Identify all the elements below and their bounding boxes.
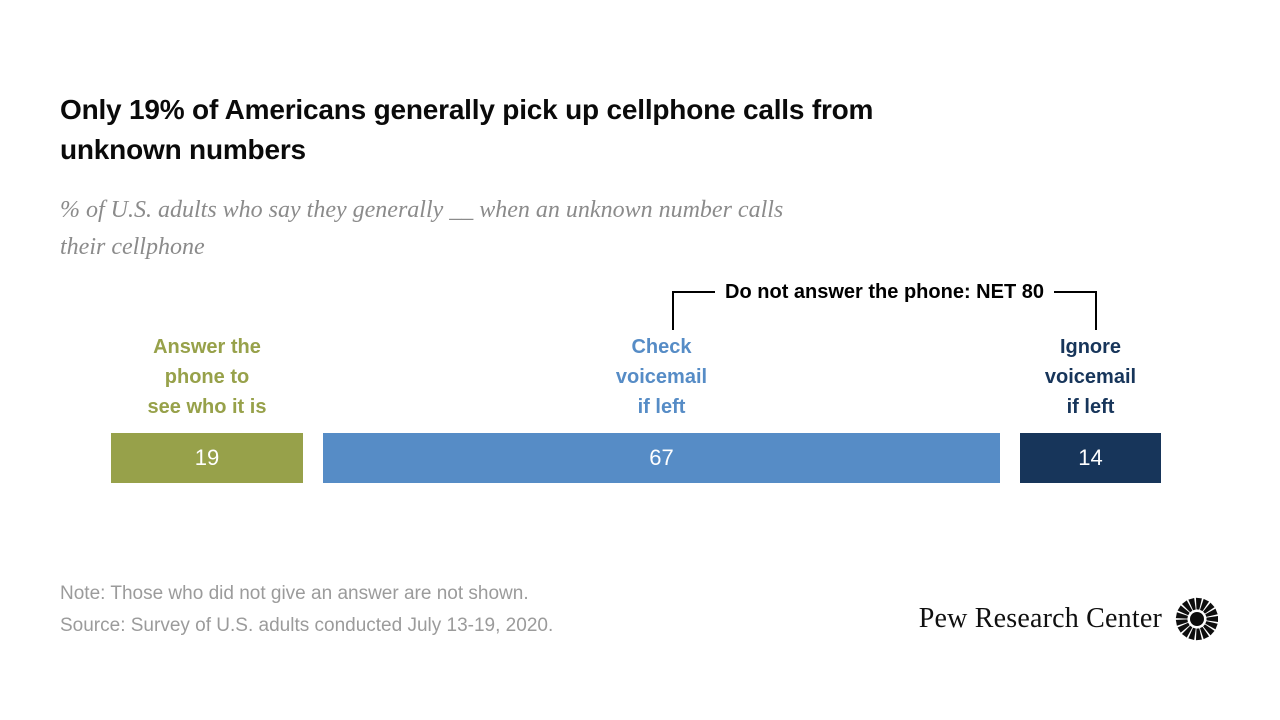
label-line: voicemail	[1044, 366, 1137, 388]
label-line: Check	[631, 336, 692, 358]
chart-subtitle: % of U.S. adults who say they generally …	[60, 192, 783, 266]
brand-wordmark: Pew Research Center	[918, 603, 1162, 634]
note-text: Note: Those who did not give an answer a…	[60, 583, 529, 604]
bar-ignore-voicemail: 14	[1020, 433, 1161, 483]
bar-value: 67	[649, 445, 674, 470]
bracket-right-arm	[1053, 291, 1098, 330]
bracket-left-arm	[672, 291, 716, 330]
page-title: Only 19% of Americans generally pick up …	[60, 90, 873, 170]
label-line: Answer the	[153, 336, 261, 358]
net-annotation-bracket: Do not answer the phone: NET 80	[672, 279, 1098, 330]
label-line: see who it is	[147, 396, 267, 418]
brand-lockup: Pew Research Center	[919, 596, 1220, 642]
net-annotation-label: Do not answer the phone: NET 80	[725, 281, 1044, 303]
pew-sunburst-icon	[1175, 597, 1218, 641]
chart-footnotes: Note: Those who did not give an answer a…	[60, 578, 553, 642]
label-line: Ignore	[1059, 336, 1122, 358]
label-line: phone to	[164, 366, 250, 388]
page-title-line-2: unknown numbers	[60, 134, 306, 165]
category-label-check-voicemail: Check voicemail if left	[522, 332, 802, 422]
bar-check-voicemail: 67	[323, 433, 1000, 483]
label-line: if left	[1066, 396, 1115, 418]
bar-value: 14	[1078, 445, 1103, 470]
chart-subtitle-line-2: their cellphone	[60, 234, 205, 260]
bar-answer-phone: 19	[111, 433, 303, 483]
label-line: if left	[637, 396, 686, 418]
label-line: voicemail	[615, 366, 708, 388]
bar-value: 19	[194, 445, 220, 470]
category-label-ignore-voicemail: Ignore voicemail if left	[951, 332, 1231, 422]
category-label-answer-phone: Answer the phone to see who it is	[67, 332, 347, 422]
chart-subtitle-line-1: % of U.S. adults who say they generally …	[60, 197, 784, 223]
source-text: Source: Survey of U.S. adults conducted …	[60, 615, 554, 636]
page-title-line-1: Only 19% of Americans generally pick up …	[60, 94, 874, 125]
